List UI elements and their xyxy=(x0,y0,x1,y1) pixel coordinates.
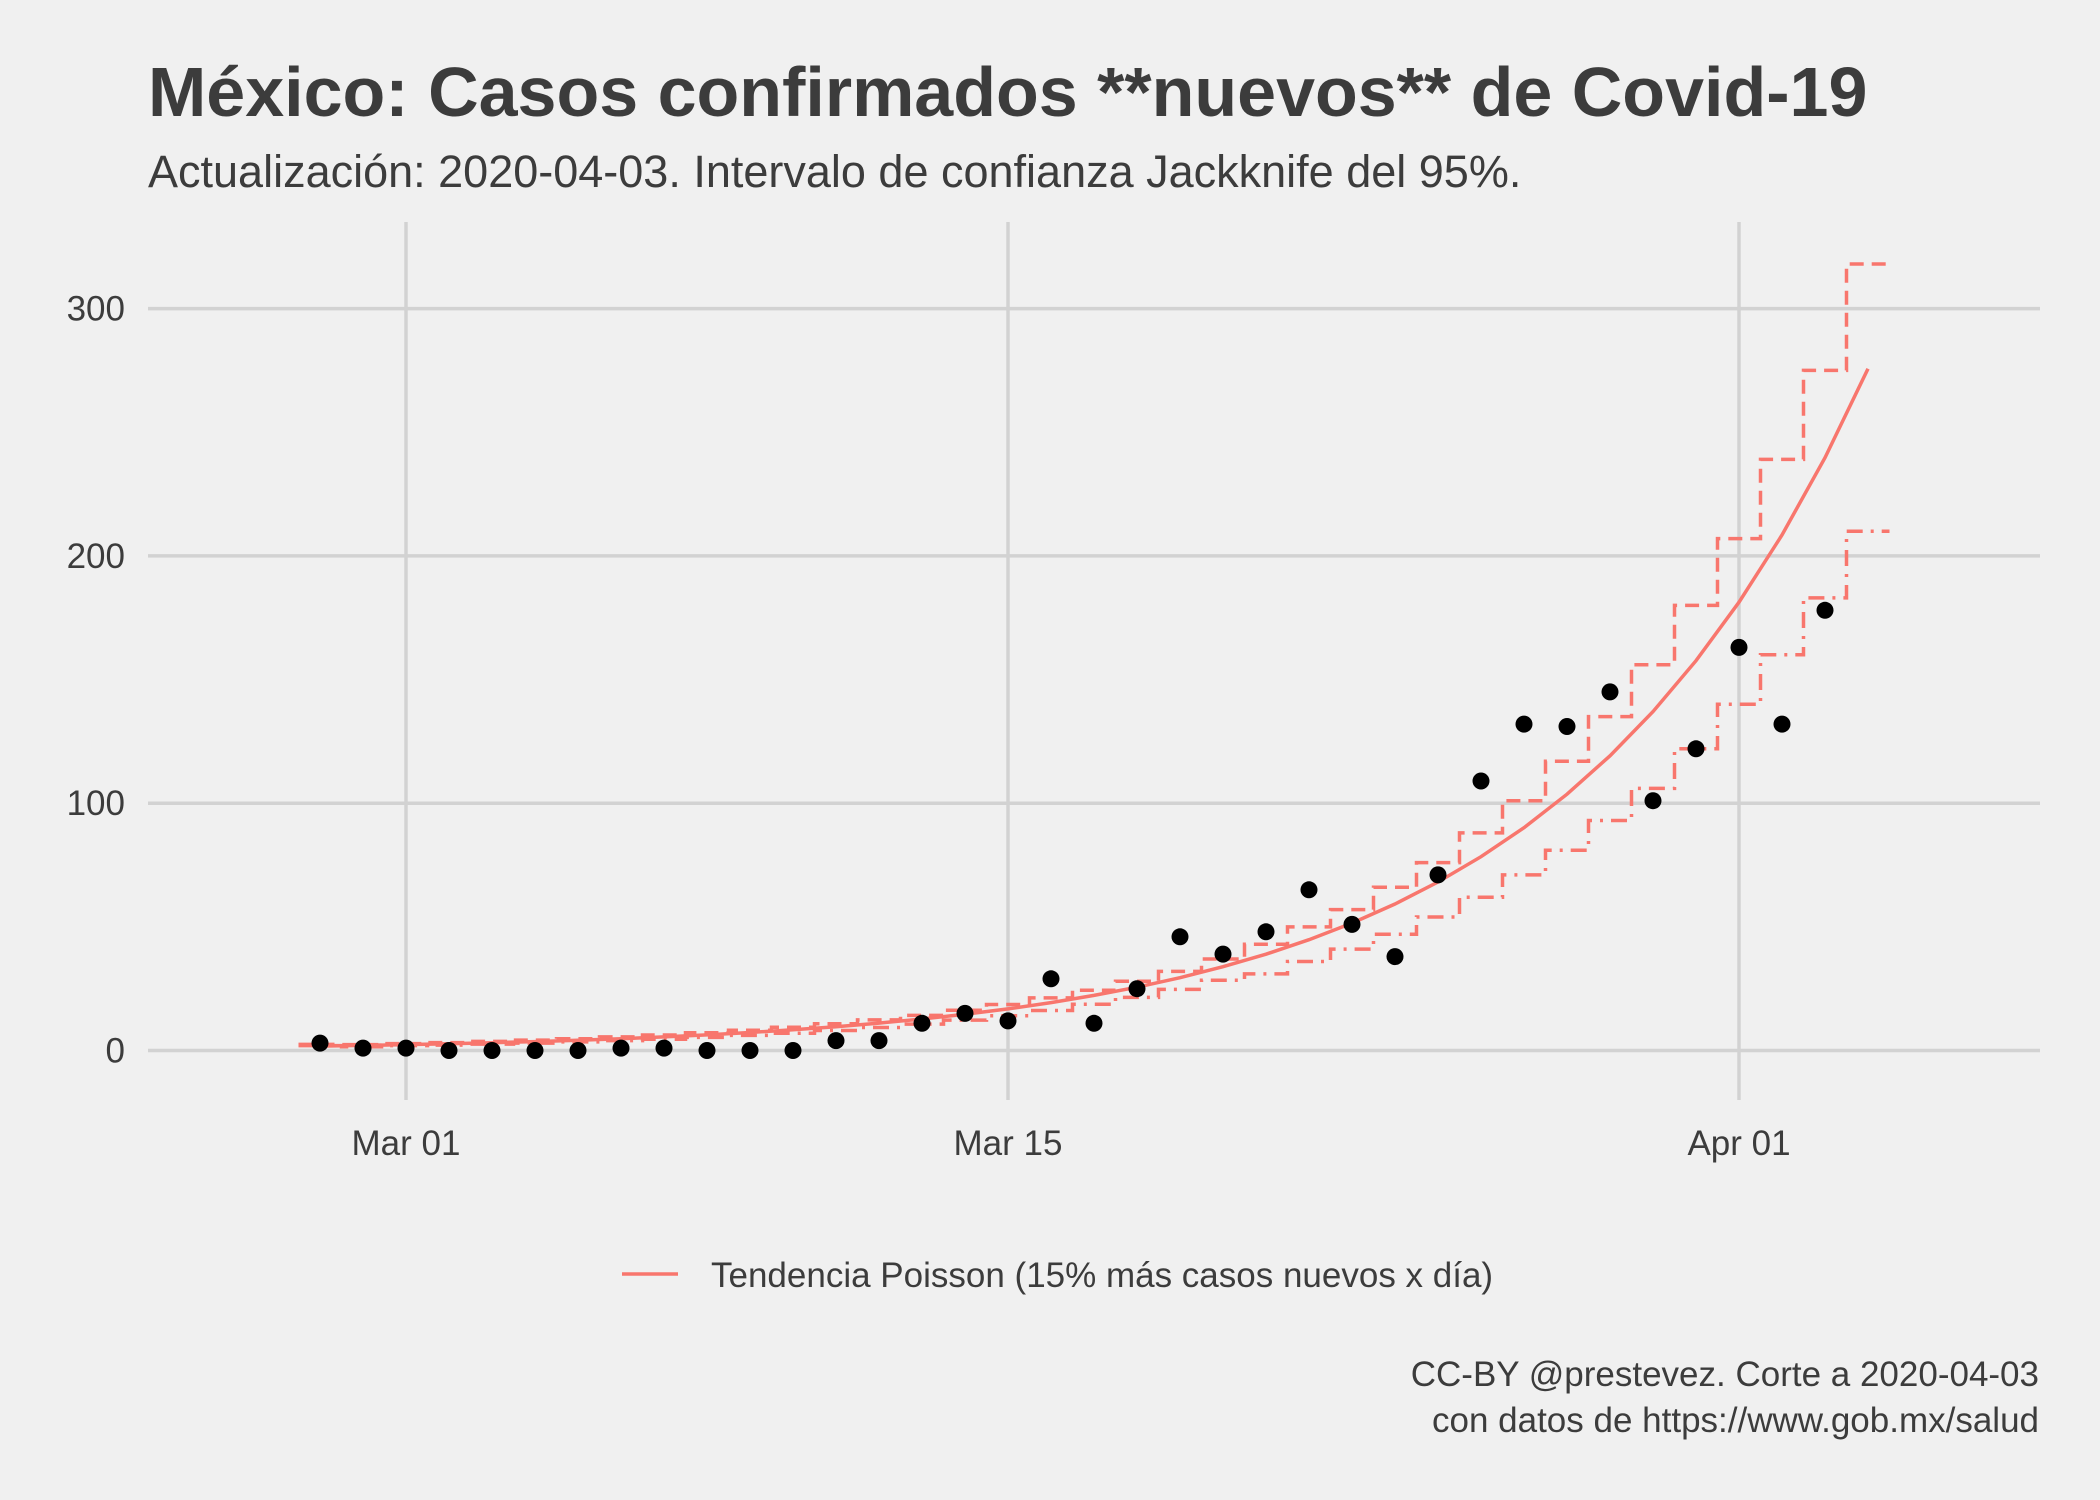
y-tick-label: 0 xyxy=(106,1032,125,1071)
data-point xyxy=(1257,923,1275,941)
observed-points xyxy=(311,601,1834,1059)
data-point xyxy=(956,1004,974,1022)
data-point xyxy=(1042,970,1060,988)
ci-lower-bound xyxy=(298,529,1890,1049)
chart-subtitle: Actualización: 2020-04-03. Intervalo de … xyxy=(148,146,1522,197)
caption-line-1: CC-BY @prestevez. Corte a 2020-04-03 xyxy=(1410,1355,2039,1394)
data-point xyxy=(741,1042,759,1059)
data-point xyxy=(1300,881,1318,899)
data-point xyxy=(1816,601,1834,619)
x-tick-label: Apr 01 xyxy=(1687,1124,1790,1163)
data-point xyxy=(827,1032,845,1050)
data-point xyxy=(870,1032,888,1050)
data-point xyxy=(1644,792,1662,810)
confidence-intervals xyxy=(298,262,1890,1049)
data-point xyxy=(698,1042,716,1059)
caption-line-2: con datos de https://www.gob.mx/salud xyxy=(1432,1401,2039,1440)
data-point xyxy=(569,1042,587,1059)
data-point xyxy=(483,1042,501,1059)
legend-trend-label: Tendencia Poisson (15% más casos nuevos … xyxy=(711,1256,1493,1295)
data-point xyxy=(1386,948,1404,966)
data-point xyxy=(612,1039,630,1057)
data-point xyxy=(999,1012,1017,1030)
trend-line-group xyxy=(319,367,1870,1048)
y-tick-label: 300 xyxy=(67,290,125,329)
data-point xyxy=(1558,718,1576,735)
chart-caption: CC-BY @prestevez. Corte a 2020-04-03 con… xyxy=(1411,1352,2039,1444)
data-point xyxy=(440,1042,458,1059)
data-point xyxy=(655,1039,673,1057)
data-point xyxy=(784,1042,802,1059)
data-point xyxy=(1171,928,1189,946)
data-point xyxy=(311,1034,329,1052)
data-point xyxy=(397,1039,415,1057)
data-point xyxy=(1515,715,1533,733)
x-tick-label: Mar 15 xyxy=(954,1124,1063,1163)
axis-ticks: 0 100 200 300 Mar 01 Mar 15 Apr 01 xyxy=(67,290,1791,1163)
data-point xyxy=(913,1014,931,1032)
trend-line xyxy=(319,367,1870,1048)
chart-title: México: Casos confirmados **nuevos** de … xyxy=(148,53,1868,131)
data-point xyxy=(1429,866,1447,884)
data-point xyxy=(526,1042,544,1059)
data-point xyxy=(1343,915,1361,933)
gridlines xyxy=(148,222,2040,1100)
data-point xyxy=(1085,1014,1103,1032)
data-point xyxy=(354,1039,372,1057)
data-point xyxy=(1730,638,1748,656)
y-tick-label: 200 xyxy=(67,537,125,576)
data-point xyxy=(1773,715,1791,733)
x-tick-label: Mar 01 xyxy=(352,1124,461,1163)
data-point xyxy=(1214,945,1232,963)
data-point xyxy=(1687,740,1705,758)
y-tick-label: 100 xyxy=(67,784,125,823)
data-point xyxy=(1472,772,1490,790)
data-point xyxy=(1128,980,1146,998)
legend: Tendencia Poisson (15% más casos nuevos … xyxy=(622,1256,1493,1295)
data-point xyxy=(1601,683,1619,701)
ci-upper-bound xyxy=(298,262,1890,1047)
